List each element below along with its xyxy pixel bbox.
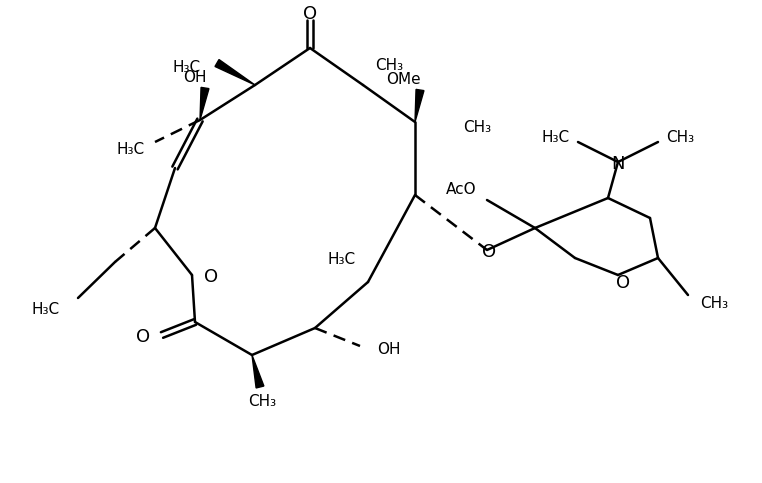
Text: H₃C: H₃C (117, 142, 145, 157)
Text: O: O (616, 274, 630, 292)
Text: CH₃: CH₃ (463, 119, 491, 134)
Text: CH₃: CH₃ (375, 57, 403, 72)
Text: H₃C: H₃C (173, 59, 201, 74)
Text: H₃C: H₃C (32, 302, 60, 317)
Text: O: O (136, 328, 150, 346)
Polygon shape (415, 89, 424, 122)
Text: CH₃: CH₃ (248, 394, 276, 409)
Polygon shape (200, 87, 209, 120)
Text: N: N (611, 155, 625, 173)
Text: CH₃: CH₃ (700, 296, 728, 311)
Polygon shape (215, 59, 255, 85)
Text: OMe: OMe (386, 72, 421, 87)
Text: H₃C: H₃C (328, 253, 356, 268)
Text: CH₃: CH₃ (666, 129, 694, 144)
Text: O: O (204, 268, 218, 286)
Text: H₃C: H₃C (542, 129, 570, 144)
Text: OH: OH (183, 71, 207, 85)
Text: O: O (482, 243, 496, 261)
Text: O: O (303, 5, 317, 23)
Text: AcO: AcO (447, 183, 477, 198)
Polygon shape (252, 355, 264, 388)
Text: OH: OH (377, 342, 401, 357)
